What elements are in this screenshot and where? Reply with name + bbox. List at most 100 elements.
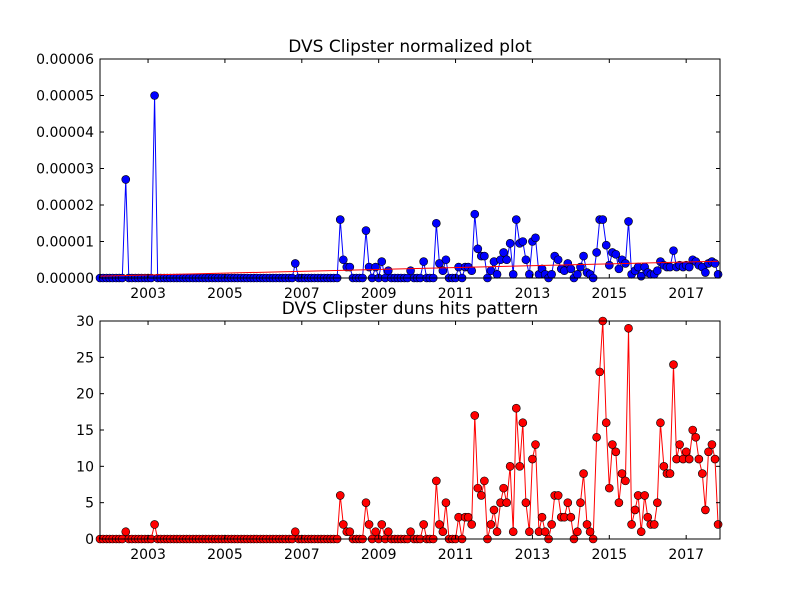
data-point [713, 270, 723, 279]
data-point [438, 527, 448, 537]
data-point [630, 505, 640, 515]
data-point [473, 483, 483, 493]
data-point [573, 527, 582, 537]
data-point [438, 266, 448, 276]
plot-area [100, 59, 720, 278]
data-point [339, 255, 348, 265]
data-point [684, 262, 694, 272]
data-point [371, 527, 380, 537]
data-point [121, 527, 131, 537]
y-tick-label: 0 [85, 532, 94, 548]
data-point [592, 248, 601, 257]
y-tick-label: 0.00005 [36, 89, 94, 105]
data-point [595, 367, 604, 377]
x-tick-label: 2005 [207, 286, 243, 302]
data-point [345, 527, 355, 537]
data-point [669, 246, 678, 255]
data-point [364, 520, 374, 529]
data-point [521, 498, 531, 507]
data-point [653, 498, 662, 507]
data-point [150, 91, 159, 100]
data-point [290, 527, 300, 537]
data-point [511, 403, 521, 413]
data-point [566, 512, 576, 522]
y-tick-label: 5 [85, 496, 94, 512]
data-point [713, 520, 723, 529]
data-point [688, 425, 698, 435]
data-point [518, 237, 528, 246]
x-tick-label: 2005 [207, 547, 243, 563]
data-point [684, 454, 694, 464]
data-point [435, 520, 444, 529]
data-point [441, 255, 451, 265]
data-point [345, 262, 355, 272]
data-point [406, 266, 415, 276]
data-point [659, 462, 669, 471]
chart-title: DVS Clipster normalized plot [288, 37, 532, 57]
data-point [553, 255, 563, 265]
data-point [710, 259, 720, 268]
x-tick-label: 2013 [515, 547, 551, 563]
data-point [649, 520, 659, 529]
data-point [508, 270, 518, 279]
data-point [547, 270, 556, 279]
data-point [636, 527, 646, 537]
y-tick-label: 30 [76, 314, 94, 330]
data-point [710, 454, 720, 464]
data-point [361, 498, 371, 507]
data-point [511, 215, 521, 224]
data-point [515, 462, 525, 471]
data-point [701, 505, 710, 515]
data-point [463, 512, 473, 522]
x-tick-label: 2009 [361, 286, 397, 302]
y-tick-label: 0.00002 [36, 198, 94, 214]
axes-frame [99, 320, 721, 540]
data-point [604, 483, 614, 493]
data-point [656, 418, 665, 428]
data-point [377, 257, 387, 266]
data-point [694, 454, 704, 464]
data-point [531, 233, 540, 243]
x-tick-label: 2017 [668, 286, 704, 302]
data-point [406, 527, 415, 537]
x-tick-label: 2017 [668, 547, 704, 563]
data-point [611, 447, 621, 457]
data-point [604, 260, 614, 270]
data-point [499, 483, 508, 493]
data-point [582, 520, 592, 529]
data-point [640, 491, 649, 500]
data-point [547, 520, 556, 529]
data-point [377, 520, 387, 529]
data-point [653, 266, 662, 276]
data-point [435, 259, 444, 268]
data-point [624, 217, 633, 226]
data-point [701, 268, 710, 277]
data-point [480, 476, 489, 486]
data-point [335, 491, 345, 500]
data-point [691, 432, 701, 442]
x-tick-label: 2003 [130, 547, 166, 563]
data-point [528, 454, 537, 464]
data-point [508, 527, 518, 537]
data-point [617, 469, 627, 478]
data-point [601, 240, 611, 250]
data-point [419, 520, 428, 529]
data-point [627, 520, 636, 529]
data-point [592, 432, 601, 442]
data-point [537, 512, 547, 522]
x-tick-label: 2015 [591, 286, 627, 302]
data-point [470, 209, 480, 219]
data-point [505, 462, 515, 471]
data-point [467, 520, 476, 529]
data-point [614, 264, 624, 274]
data-point [573, 270, 582, 279]
data-point [486, 520, 496, 529]
data-point [585, 527, 595, 537]
x-tick-label: 2011 [438, 286, 474, 302]
data-point [473, 244, 483, 254]
data-point [681, 447, 691, 457]
data-point [492, 270, 502, 279]
x-tick-label: 2003 [130, 286, 166, 302]
data-point [480, 251, 489, 261]
